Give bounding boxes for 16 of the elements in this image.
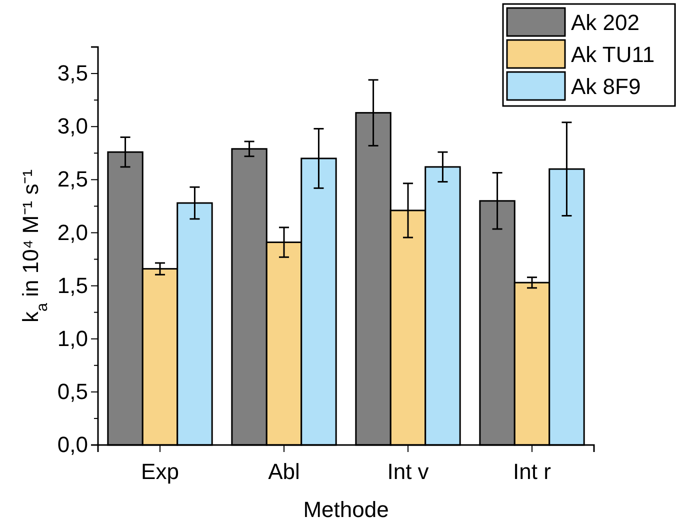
y-tick-label: 0,0 <box>57 432 88 458</box>
y-tick-label: 3,0 <box>57 114 88 139</box>
x-tick-label: Abl <box>268 459 300 484</box>
y-tick-label: 1,0 <box>57 326 88 351</box>
y-tick-label: 3,5 <box>57 60 88 86</box>
legend-label: Ak 202 <box>571 10 640 35</box>
legend-label: Ak TU11 <box>571 42 655 67</box>
x-tick-label: Int v <box>387 459 429 484</box>
x-tick-label: Int r <box>513 459 551 484</box>
y-tick-label: 1,5 <box>57 272 88 298</box>
x-tick-label: Exp <box>141 459 179 484</box>
y-tick-label: 2,5 <box>57 166 88 192</box>
y-tick-label: 0,5 <box>57 378 88 404</box>
x-axis-title: Methode <box>303 497 389 522</box>
y-tick-label: 2,0 <box>57 220 88 245</box>
legend-label: Ak 8F9 <box>571 74 641 99</box>
